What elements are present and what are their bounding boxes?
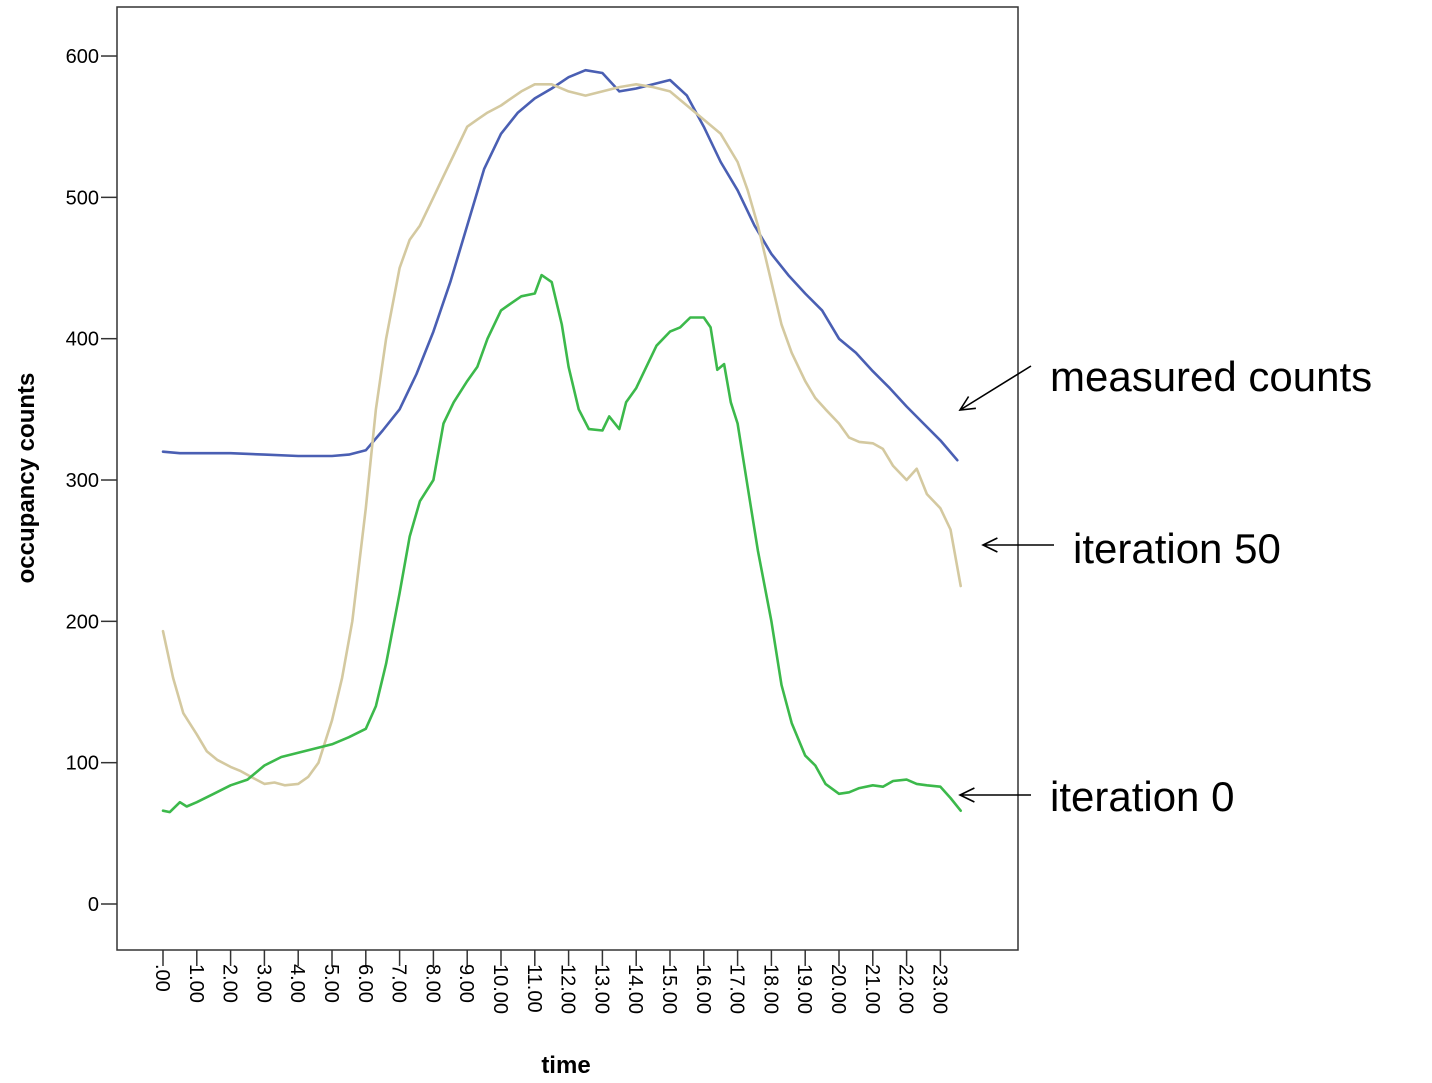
x-tick-label: 19.00 [793, 964, 815, 1014]
y-tick-label: 0 [88, 894, 99, 916]
y-tick-label: 500 [66, 187, 99, 209]
x-tick-label: 11.00 [523, 964, 545, 1013]
x-tick-label: 21.00 [861, 964, 883, 1014]
y-axis-title: occupancy counts [13, 373, 40, 584]
series-layer [161, 68, 963, 814]
series-line-2 [161, 273, 963, 814]
x-tick-label: 4.00 [286, 964, 308, 1003]
series-line-1 [161, 83, 963, 787]
plot-frame [116, 6, 1019, 951]
annotation-arrow [981, 537, 1054, 553]
x-tick-label: 2.00 [219, 964, 241, 1003]
annotation-arrow [958, 787, 1031, 803]
x-tick-label: 5.00 [320, 964, 342, 1003]
annotation-layer: measured counts iteration 50 iteration 0 [958, 353, 1372, 820]
x-tick-label: 14.00 [624, 964, 646, 1014]
annotation-arrow [958, 365, 1032, 411]
x-tick-label: 7.00 [388, 964, 410, 1003]
annotation-label: iteration 50 [1073, 525, 1281, 572]
x-tick-label: 12.00 [557, 964, 579, 1014]
x-tick-label: 9.00 [455, 964, 477, 1003]
x-tick-label: 13.00 [590, 964, 612, 1014]
x-tick-label: 17.00 [726, 964, 748, 1014]
annotation-label: iteration 0 [1050, 773, 1234, 820]
x-axis-title: time [541, 1052, 590, 1079]
x-tick-label: 8.00 [421, 964, 443, 1003]
x-tick-label: 15.00 [658, 964, 680, 1014]
x-tick-label: 3.00 [252, 964, 274, 1003]
y-tick-label: 300 [66, 470, 99, 492]
y-tick-label: 100 [66, 753, 99, 775]
x-tick-label: 18.00 [759, 964, 781, 1014]
x-tick-label: 10.00 [489, 964, 511, 1014]
y-tick-label: 200 [66, 611, 99, 633]
x-tick-label: 22.00 [895, 964, 917, 1014]
x-tick-label: 20.00 [827, 964, 849, 1014]
x-tick-label: .00 [151, 964, 173, 992]
y-axis: 0 100 200 300 400 500 600 [66, 46, 117, 916]
x-tick-label: 16.00 [692, 964, 714, 1014]
x-axis: .00 1.00 2.00 3.00 4.00 5.00 6.00 7.00 8.00 9.00 1… [151, 950, 950, 1014]
x-tick-label: 6.00 [354, 964, 376, 1003]
x-tick-label: 23.00 [928, 964, 950, 1014]
x-tick-label: 1.00 [185, 964, 207, 1003]
y-tick-label: 400 [66, 329, 99, 351]
annotation-label: measured counts [1050, 353, 1372, 400]
series-line-0 [161, 68, 959, 462]
y-tick-label: 600 [66, 46, 99, 68]
